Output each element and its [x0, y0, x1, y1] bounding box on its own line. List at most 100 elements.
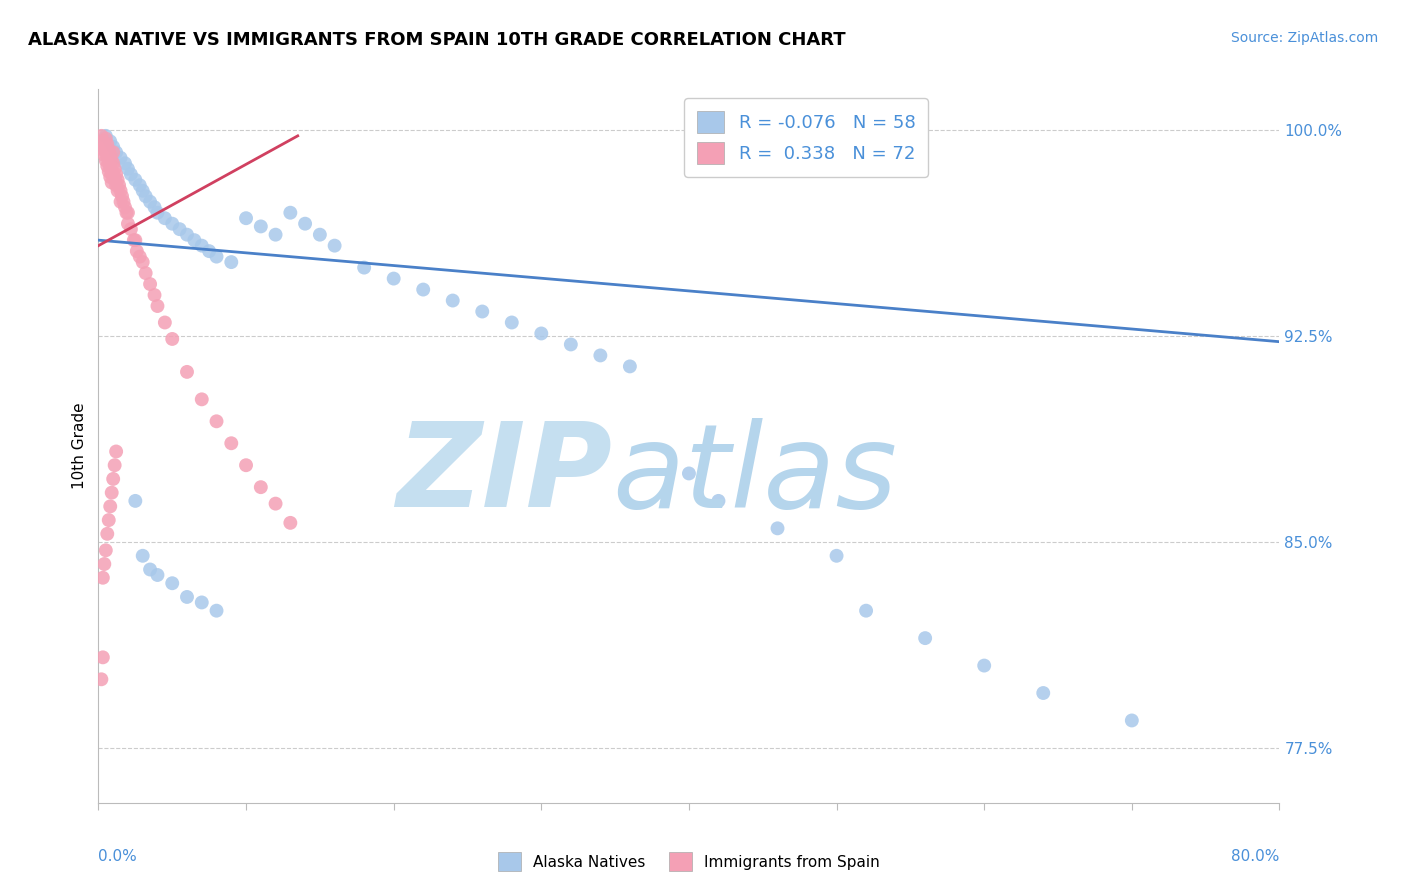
Point: [191, 392, 214, 407]
Point: [132, 255, 155, 269]
Text: atlas: atlas: [612, 417, 897, 532]
Point: [143, 200, 166, 214]
Point: [94, 131, 117, 145]
Point: [589, 348, 612, 362]
Point: [105, 145, 128, 160]
Point: [97, 164, 120, 178]
Point: [825, 549, 848, 563]
Point: [104, 458, 127, 473]
Point: [103, 156, 125, 170]
Point: [105, 167, 128, 181]
Point: [90, 673, 112, 687]
Point: [100, 485, 122, 500]
Point: [707, 494, 730, 508]
Point: [198, 244, 221, 259]
Point: [914, 631, 936, 645]
Point: [117, 205, 139, 219]
Point: [143, 288, 166, 302]
Point: [678, 467, 700, 481]
Point: [191, 595, 214, 609]
Point: [111, 189, 134, 203]
Point: [96, 159, 118, 173]
Point: [183, 233, 205, 247]
Point: [219, 255, 242, 269]
Point: [205, 604, 228, 618]
Point: [98, 159, 121, 173]
Point: [91, 134, 114, 148]
Point: [100, 164, 122, 178]
Point: [96, 137, 118, 152]
Point: [124, 173, 146, 187]
Point: [107, 184, 129, 198]
Point: [1121, 714, 1143, 728]
Point: [162, 332, 183, 346]
Point: [264, 227, 287, 242]
Point: [104, 161, 127, 176]
Point: [219, 436, 242, 450]
Point: [973, 658, 995, 673]
Point: [94, 153, 117, 168]
Text: Source: ZipAtlas.com: Source: ZipAtlas.com: [1230, 31, 1378, 45]
Point: [139, 194, 162, 209]
Point: [560, 337, 582, 351]
Point: [98, 134, 121, 148]
Point: [124, 233, 146, 247]
Point: [93, 140, 115, 154]
Point: [97, 143, 120, 157]
Point: [205, 414, 228, 428]
Point: [162, 217, 183, 231]
Point: [107, 173, 129, 187]
Point: [501, 316, 523, 330]
Legend: Alaska Natives, Immigrants from Spain: Alaska Natives, Immigrants from Spain: [492, 847, 886, 877]
Point: [96, 526, 118, 541]
Point: [128, 250, 150, 264]
Point: [176, 590, 198, 604]
Point: [110, 151, 132, 165]
Point: [135, 189, 157, 203]
Text: 80.0%: 80.0%: [1232, 849, 1279, 864]
Point: [135, 266, 157, 280]
Point: [146, 568, 169, 582]
Point: [114, 200, 136, 214]
Point: [250, 480, 273, 494]
Point: [105, 444, 128, 458]
Y-axis label: 10th Grade: 10th Grade: [72, 402, 87, 490]
Point: [91, 571, 114, 585]
Point: [91, 650, 114, 665]
Point: [139, 277, 162, 291]
Point: [139, 562, 162, 576]
Point: [309, 227, 332, 242]
Point: [98, 148, 121, 162]
Point: [104, 173, 127, 187]
Point: [103, 140, 125, 154]
Point: [96, 148, 118, 162]
Point: [98, 500, 121, 514]
Point: [1032, 686, 1054, 700]
Point: [235, 211, 257, 226]
Point: [94, 543, 117, 558]
Point: [530, 326, 553, 341]
Point: [93, 557, 115, 571]
Point: [176, 227, 198, 242]
Point: [278, 516, 302, 530]
Point: [250, 219, 273, 234]
Point: [124, 494, 146, 508]
Point: [94, 128, 117, 143]
Point: [205, 250, 228, 264]
Point: [191, 238, 214, 252]
Point: [105, 178, 128, 193]
Point: [103, 472, 125, 486]
Point: [294, 217, 316, 231]
Point: [153, 316, 176, 330]
Point: [112, 194, 135, 209]
Point: [98, 169, 121, 184]
Point: [91, 143, 114, 157]
Point: [120, 222, 142, 236]
Point: [471, 304, 494, 318]
Point: [117, 217, 139, 231]
Point: [382, 271, 405, 285]
Point: [122, 233, 145, 247]
Point: [153, 211, 176, 226]
Point: [103, 145, 125, 160]
Point: [176, 365, 198, 379]
